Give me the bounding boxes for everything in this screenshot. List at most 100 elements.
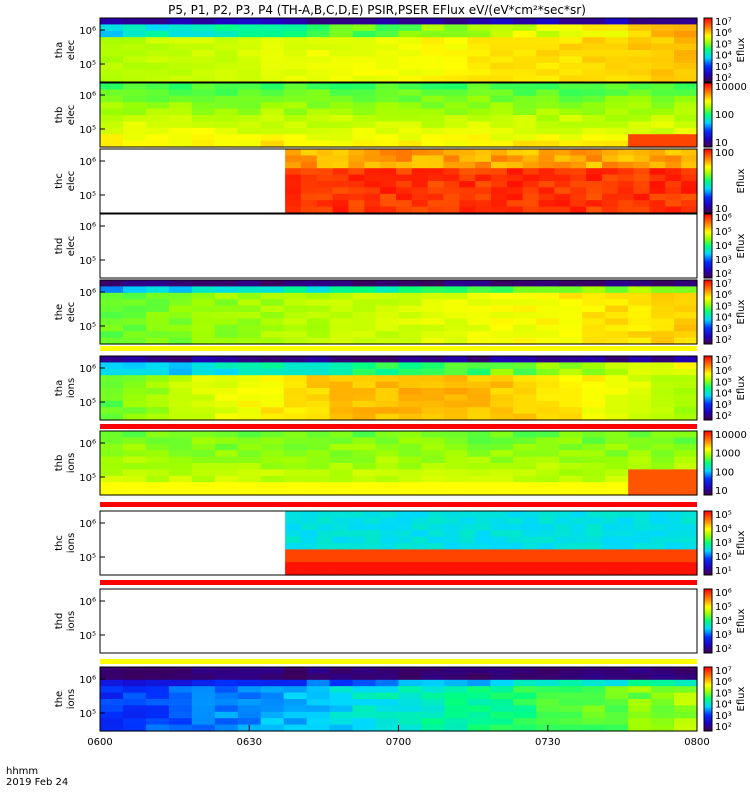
heatmap-cell	[427, 543, 445, 550]
heatmap-cell	[168, 62, 193, 70]
heatmap-cell	[674, 692, 698, 700]
heatmap-cell	[554, 549, 571, 557]
heatmap-cell	[411, 168, 429, 176]
heatmap-cell	[570, 555, 587, 563]
heatmap-cell	[674, 43, 698, 51]
heatmap-cell	[490, 488, 514, 496]
heatmap-cell	[538, 523, 555, 531]
heatmap-cell	[237, 388, 262, 395]
heatmap-cell	[674, 280, 698, 287]
heatmap-cell	[421, 102, 446, 110]
heatmap-cell	[191, 37, 216, 45]
heatmap-cell	[332, 511, 349, 518]
heatmap-cell	[582, 375, 606, 383]
heatmap-cell	[411, 530, 429, 538]
panel-thd-ions-frame	[99, 588, 698, 654]
heatmap-cell	[348, 200, 365, 208]
heatmap-cell	[123, 127, 147, 135]
heatmap-cell	[260, 292, 285, 300]
heatmap-cell	[674, 312, 698, 319]
heatmap-cell	[649, 511, 666, 518]
heatmap-cell	[444, 56, 468, 64]
heatmap-cell	[260, 667, 285, 674]
heatmap-cell	[100, 24, 124, 32]
heatmap-cell	[536, 134, 560, 142]
heatmap-cell	[145, 318, 170, 326]
heatmap-cell	[459, 155, 476, 163]
heatmap-cell	[651, 375, 675, 383]
heatmap-cell	[306, 413, 331, 421]
heatmap-cell	[467, 95, 491, 103]
heatmap-cell	[633, 168, 650, 176]
heatmap-cell	[123, 115, 147, 122]
heatmap-cell	[260, 56, 285, 64]
heatmap-cell	[665, 168, 682, 176]
heatmap-cell	[398, 381, 423, 389]
heatmap-cell	[237, 705, 262, 713]
heatmap-cell	[375, 362, 400, 370]
heatmap-cell	[306, 686, 331, 694]
heatmap-cell	[628, 121, 652, 129]
heatmap-cell	[375, 56, 400, 64]
heatmap-cell	[168, 134, 193, 142]
heatmap-cell	[421, 62, 446, 70]
heatmap-cell	[100, 280, 124, 287]
heatmap-cell	[559, 102, 583, 110]
heatmap-cell	[332, 193, 349, 201]
heatmap-cell	[513, 469, 537, 477]
heatmap-cell	[380, 155, 397, 163]
heatmap-cell	[513, 679, 537, 687]
heatmap-cell	[513, 121, 537, 129]
heatmap-cell	[444, 388, 468, 395]
heatmap-cell	[168, 95, 193, 103]
heatmap-cell	[536, 140, 560, 148]
heatmap-cell	[617, 187, 635, 195]
panel-thc-ions-frame	[99, 510, 698, 576]
heatmap-cell	[421, 121, 446, 129]
heatmap-cell	[582, 102, 606, 110]
heatmap-cell	[123, 456, 147, 464]
heatmap-cell	[329, 443, 354, 451]
heatmap-cell	[628, 413, 652, 421]
heatmap-cell	[191, 705, 216, 713]
panel-thd-elec-frame	[99, 213, 698, 279]
y-tick-label: 10⁶	[79, 288, 96, 299]
heatmap-cell	[554, 168, 571, 176]
colorbar-tick-label: 10⁴	[715, 700, 732, 711]
colorbar-label: Eflux	[736, 37, 747, 62]
heatmap-cell	[329, 24, 354, 32]
heatmap-cell	[491, 155, 508, 163]
probe-label: thc	[54, 173, 65, 189]
heatmap-cell	[398, 673, 423, 681]
heatmap-cell	[633, 181, 650, 188]
heatmap-cell	[352, 292, 377, 300]
heatmap-cell	[559, 89, 583, 97]
heatmap-cell	[444, 102, 468, 110]
heatmap-cell	[475, 168, 492, 176]
heatmap-cell	[513, 83, 537, 90]
heatmap-cell	[191, 95, 216, 103]
heatmap-cell	[100, 705, 124, 713]
heatmap-cell	[375, 450, 400, 458]
panel-thb-ions-colorbar	[703, 430, 713, 496]
heatmap-cell	[380, 200, 397, 208]
heatmap-cell	[605, 89, 629, 97]
heatmap-cell	[329, 718, 354, 726]
heatmap-cell	[491, 187, 508, 195]
heatmap-cell	[283, 312, 308, 319]
heatmap-cell	[617, 543, 635, 550]
heatmap-cell	[582, 413, 606, 421]
heatmap-cell	[586, 523, 603, 531]
heatmap-cell	[490, 83, 514, 90]
heatmap-cell	[674, 299, 698, 307]
heatmap-cell	[559, 18, 583, 25]
heatmap-cell	[145, 75, 170, 83]
heatmap-cell	[375, 413, 400, 421]
heatmap-cell	[364, 543, 381, 550]
heatmap-cell	[348, 543, 365, 550]
heatmap-cell	[214, 299, 239, 307]
y-tick-label: 10⁵	[79, 473, 96, 484]
heatmap-cell	[513, 699, 537, 706]
colorbar-tick-label: 10³	[715, 538, 732, 549]
heatmap-cell	[513, 305, 537, 313]
